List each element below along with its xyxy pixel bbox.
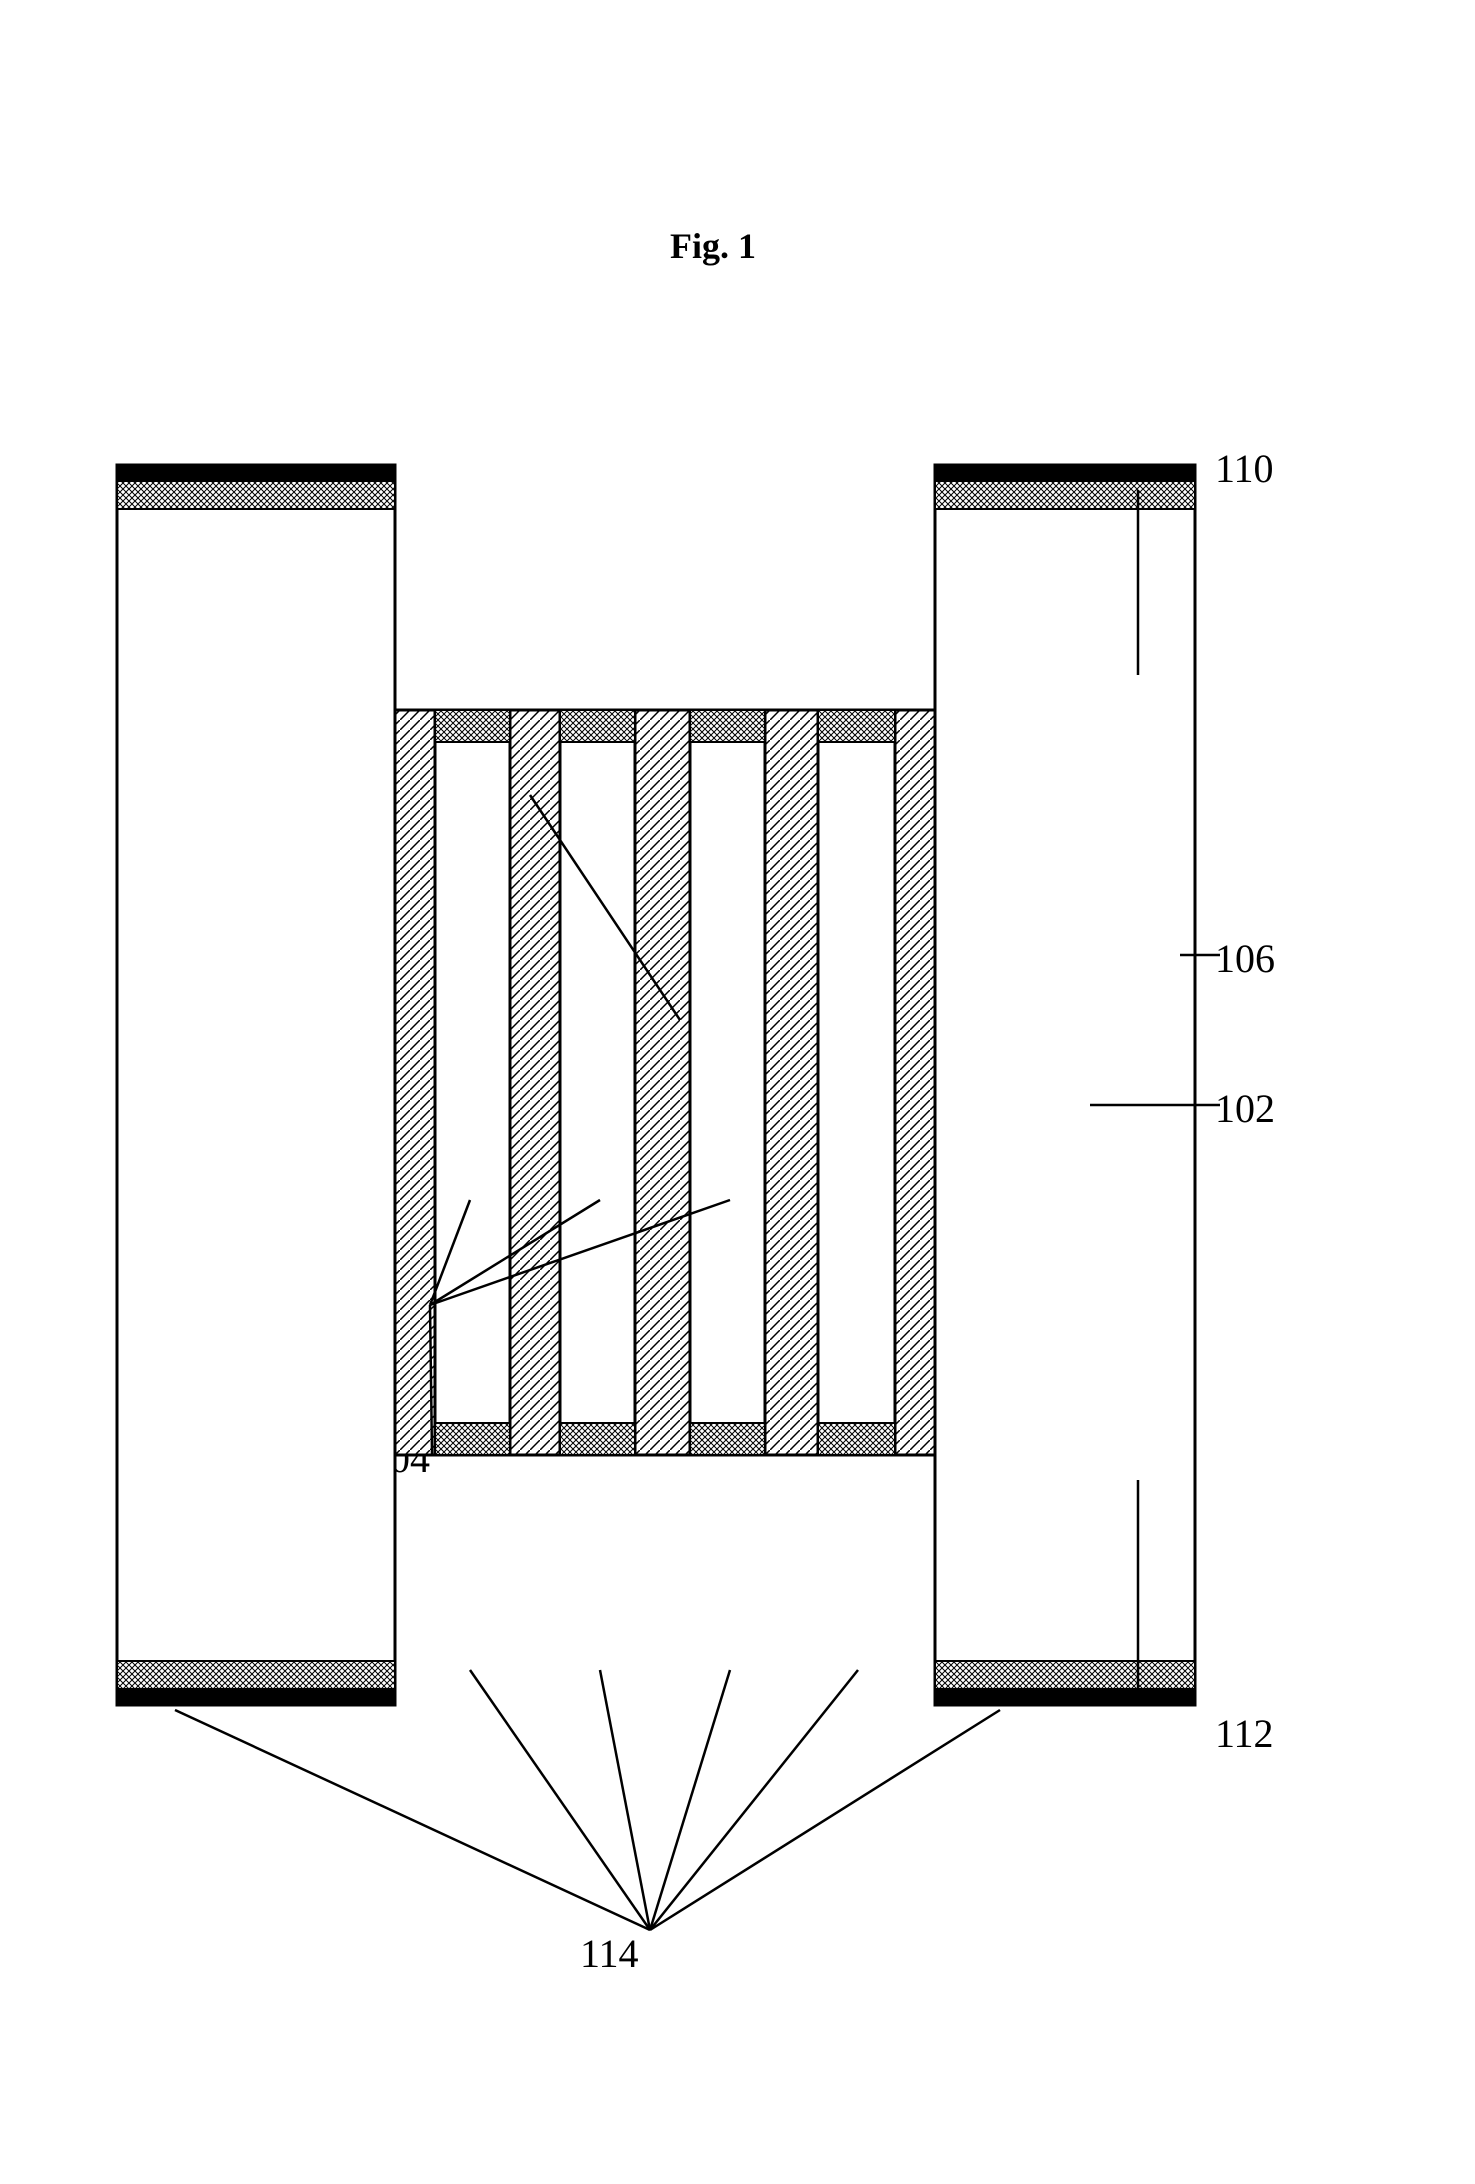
diagram-svg [0,0,1475,2184]
diagram-container: Fig. 1 100 102 104 106 110 112 114 [0,0,1475,2184]
